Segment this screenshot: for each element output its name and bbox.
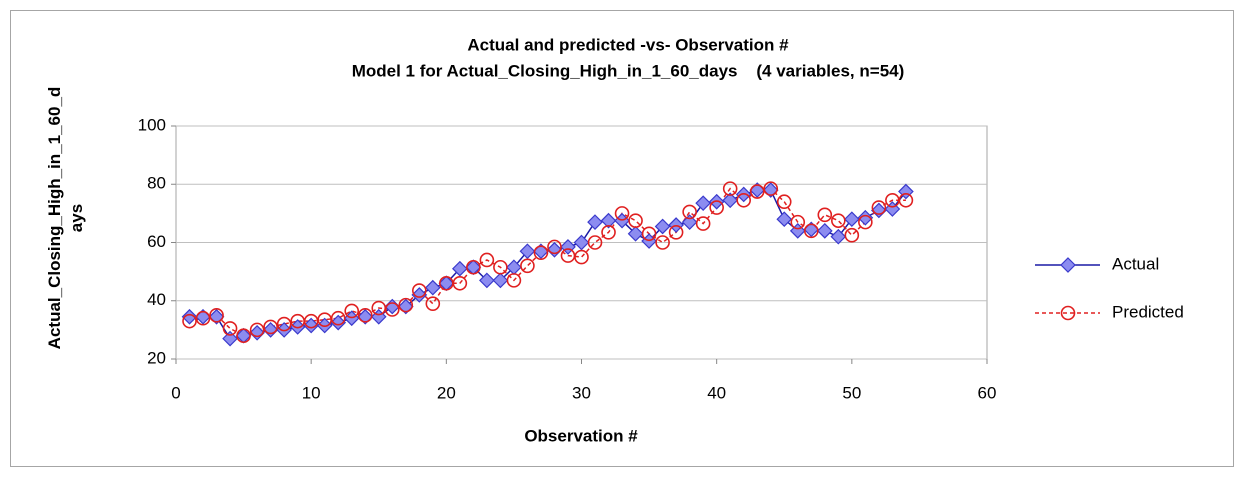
y-tick-label: 60 [147, 232, 166, 251]
data-point [520, 258, 535, 274]
data-point [816, 223, 833, 239]
chart-title: Actual and predicted -vs- Observation # [467, 35, 789, 54]
data-point [263, 319, 278, 335]
data-point [736, 192, 752, 208]
x-tick-label: 20 [437, 383, 456, 402]
y-tick-label: 40 [147, 290, 166, 309]
data-point [519, 243, 536, 260]
data-point [546, 241, 563, 258]
data-point [600, 212, 617, 229]
data-point [384, 302, 400, 317]
data-point [574, 249, 589, 265]
y-tick-label: 100 [138, 115, 166, 134]
data-point [209, 308, 224, 323]
data-point [262, 322, 279, 338]
data-point [357, 308, 373, 323]
data-point [276, 316, 292, 332]
data-point [655, 235, 670, 250]
data-point [479, 252, 495, 268]
data-point [411, 287, 428, 303]
y-tick-label: 80 [147, 174, 166, 193]
y-axis-label: Actual_Closing_High_in_1_60_days [45, 86, 86, 350]
y-tick-label: 20 [147, 348, 166, 367]
data-point [681, 214, 698, 230]
data-point [857, 209, 874, 226]
data-point [898, 192, 914, 208]
data-point [803, 223, 819, 239]
data-point [790, 214, 806, 230]
x-tick-label: 50 [842, 383, 861, 402]
data-point [695, 216, 711, 231]
data-point [628, 213, 643, 228]
data-point [479, 272, 495, 289]
data-point [466, 259, 481, 275]
data-point [573, 234, 590, 251]
data-point [844, 227, 860, 243]
data-point [817, 207, 833, 223]
data-point [425, 296, 441, 311]
data-point [506, 273, 522, 288]
data-point [668, 225, 684, 240]
data-point [492, 272, 509, 289]
data-point [181, 308, 198, 325]
data-point [763, 181, 779, 196]
data-point [303, 317, 320, 334]
data-point [843, 211, 860, 228]
data-point [195, 310, 211, 326]
data-point [452, 275, 468, 291]
x-tick-label: 10 [302, 383, 321, 402]
data-point [182, 313, 197, 329]
legend-label: Actual [1112, 254, 1159, 273]
x-tick-label: 30 [572, 383, 591, 402]
data-point [587, 214, 603, 230]
legend-label: Predicted [1112, 302, 1184, 321]
x-axis-label: Observation # [524, 426, 638, 445]
data-point [398, 297, 414, 313]
data-point [452, 260, 468, 277]
data-point [249, 322, 265, 338]
x-tick-label: 0 [171, 383, 180, 402]
legend-marker [1060, 257, 1076, 273]
data-point [722, 181, 738, 196]
data-point [831, 213, 846, 228]
data-point [871, 200, 887, 215]
data-point [330, 310, 346, 326]
data-point [222, 321, 238, 336]
data-point [776, 194, 792, 210]
data-point [858, 214, 873, 230]
data-point [533, 245, 549, 260]
data-point [236, 328, 251, 344]
data-point [830, 228, 847, 245]
data-point [614, 206, 630, 221]
data-point [627, 225, 644, 242]
data-point [547, 239, 562, 255]
data-point [411, 283, 427, 298]
data-point [222, 330, 238, 347]
x-tick-label: 60 [978, 383, 997, 402]
x-tick-label: 40 [707, 383, 726, 402]
data-point [493, 259, 508, 275]
data-point [330, 314, 347, 331]
data-point [601, 225, 616, 240]
data-point [722, 192, 739, 209]
data-point [587, 235, 603, 250]
data-point [776, 211, 793, 228]
data-point [871, 202, 887, 219]
data-point [344, 303, 360, 319]
data-point [749, 184, 765, 199]
data-point [641, 226, 657, 242]
data-point [424, 279, 441, 296]
legend-marker [1060, 305, 1076, 321]
data-point [695, 195, 711, 212]
data-point [654, 218, 671, 235]
data-point [709, 200, 724, 215]
chart-subtitle: Model 1 for Actual_Closing_High_in_1_60_… [352, 61, 905, 80]
data-point [682, 204, 697, 220]
data-point [249, 324, 265, 341]
